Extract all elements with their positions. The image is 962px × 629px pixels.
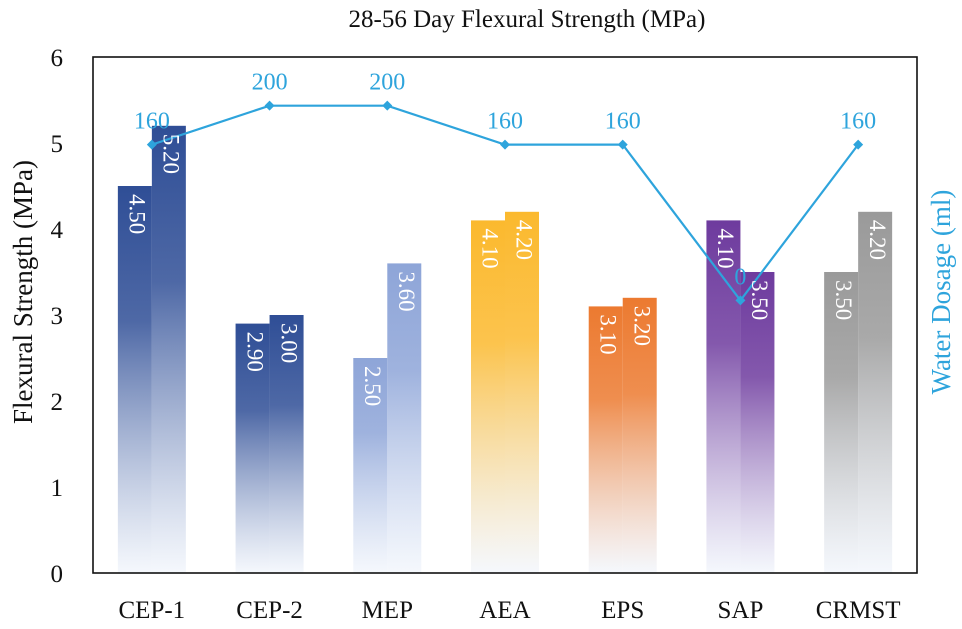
y-tick-label: 0 — [51, 561, 64, 588]
water-dosage-label: 160 — [487, 109, 523, 135]
bar-cep-2-series-1 — [235, 323, 270, 573]
water-dosage-marker — [382, 100, 393, 111]
bar-crmst-series-1 — [824, 272, 859, 573]
water-dosage-label: 200 — [369, 70, 405, 96]
chart-title: 28-56 Day Flexural Strength (MPa) — [349, 6, 706, 33]
water-dosage-marker — [735, 295, 746, 306]
bar-aea-series-1 — [471, 220, 505, 573]
water-dosage-marker — [853, 139, 864, 150]
y-tick-label: 6 — [51, 45, 64, 72]
bar-value-label: 4.10 — [713, 228, 738, 268]
water-dosage-label: 160 — [840, 109, 876, 135]
bar-sap-series-2 — [740, 272, 775, 573]
y-tick-label: 5 — [51, 131, 64, 158]
water-dosage-label: 200 — [252, 70, 288, 96]
x-category-label: CEP-2 — [236, 597, 303, 624]
water-dosage-label: 160 — [605, 109, 641, 135]
bar-eps-series-2 — [622, 297, 657, 573]
water-dosage-label: 0 — [734, 264, 746, 290]
bar-value-label: 4.20 — [512, 220, 537, 260]
bar-value-label: 3.50 — [747, 280, 772, 320]
y-tick-label: 2 — [51, 389, 64, 416]
bar-eps-series-1 — [588, 306, 623, 573]
bar-mep-series-2 — [387, 263, 422, 573]
bar-value-label: 2.50 — [360, 366, 385, 406]
bar-cep-2-series-2 — [269, 315, 304, 573]
water-dosage-label: 160 — [134, 109, 170, 135]
bar-value-label: 3.20 — [629, 306, 654, 346]
bar-value-label: 5.20 — [159, 134, 184, 174]
bar-value-label: 4.20 — [865, 220, 890, 260]
x-category-label: CRMST — [816, 597, 901, 624]
bar-value-label: 2.90 — [242, 332, 267, 372]
x-category-label: CEP-1 — [119, 597, 186, 624]
water-dosage-marker — [146, 139, 157, 150]
secondary-y-axis-label: Water Dosage (ml) — [926, 190, 956, 395]
y-tick-label: 1 — [51, 475, 64, 502]
x-category-label: EPS — [601, 597, 644, 624]
water-dosage-marker — [617, 139, 628, 150]
y-tick-label: 4 — [51, 217, 64, 244]
plot-frame — [92, 56, 918, 574]
bar-aea-series-2 — [505, 211, 539, 574]
bar-value-label: 3.00 — [276, 323, 301, 363]
bar-value-label: 3.10 — [595, 314, 620, 354]
y-tick-label: 3 — [51, 303, 64, 330]
bar-value-label: 3.50 — [831, 280, 856, 320]
x-category-label: SAP — [717, 597, 763, 624]
bar-mep-series-1 — [353, 358, 388, 573]
bar-value-label: 3.60 — [394, 271, 419, 311]
water-dosage-marker — [264, 100, 275, 111]
bar-value-label: 4.50 — [125, 194, 150, 234]
y-axis-label: Flexural Strength (MPa) — [8, 160, 38, 424]
bar-value-label: 4.10 — [478, 228, 503, 268]
x-category-label: AEA — [479, 597, 530, 624]
x-category-label: MEP — [362, 597, 413, 624]
bar-crmst-series-2 — [858, 211, 893, 574]
bar-cep-1-series-2 — [151, 125, 186, 574]
bar-cep-1-series-1 — [117, 186, 152, 573]
water-dosage-marker — [500, 139, 510, 150]
